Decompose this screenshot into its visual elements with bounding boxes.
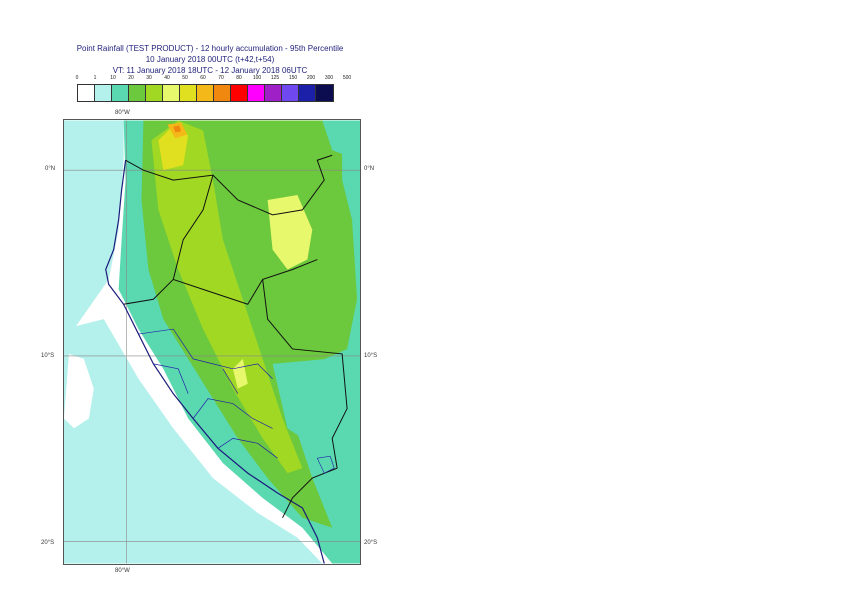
rain-yellow-andes-1 [158, 125, 189, 171]
legend-label: 200 [306, 75, 316, 81]
legend-swatch [146, 85, 163, 101]
regional-borders [138, 328, 278, 459]
lon-label-top: 80°W [115, 110, 130, 116]
legend-swatch [180, 85, 197, 101]
lat-label-left: 20°S [41, 540, 55, 546]
legend-label: 50 [182, 75, 188, 81]
national-borders [123, 154, 348, 519]
legend-label: 0 [75, 75, 79, 81]
legend-label: 40 [164, 75, 170, 81]
legend-label: 10 [110, 75, 116, 81]
lat-label-left: 10°S [41, 353, 55, 359]
legend-label: 30 [146, 75, 152, 81]
legend-colorbar [77, 84, 334, 102]
coastline [105, 160, 325, 564]
lat-label-right: 0°N [364, 166, 375, 172]
ocean-clear-patch [64, 353, 94, 429]
legend-label: 60 [200, 75, 206, 81]
legend-label: 150 [288, 75, 298, 81]
legend-label: 300 [324, 75, 334, 81]
legend-swatch [265, 85, 282, 101]
lat-label-right: 10°S [364, 353, 378, 359]
legend-swatch [197, 85, 214, 101]
legend-labels: 0 1 10 20 30 40 50 60 70 80 100 125 150 … [70, 75, 360, 83]
legend-label: 70 [218, 75, 224, 81]
lake-titicaca [316, 455, 335, 474]
title-line-1: Point Rainfall (TEST PRODUCT) - 12 hourl… [76, 44, 344, 53]
legend-swatch [95, 85, 112, 101]
rain-cyan-east [322, 120, 360, 161]
legend-swatch [316, 85, 333, 101]
legend-label: 80 [236, 75, 242, 81]
legend-swatch [112, 85, 129, 101]
legend-swatch [248, 85, 265, 101]
legend-label: 100 [252, 75, 262, 81]
legend-swatch [214, 85, 231, 101]
legend-swatch [231, 85, 248, 101]
rain-cyan-southeast [272, 358, 338, 449]
legend-swatch [282, 85, 299, 101]
title-line-2: 10 January 2018 00UTC (t+42,t+54) [145, 55, 275, 64]
legend-swatch [129, 85, 146, 101]
legend-swatch [163, 85, 180, 101]
title-line-3: VT: 11 January 2018 18UTC - 12 January 2… [112, 66, 308, 75]
legend-swatch [78, 85, 95, 101]
rainfall-map [63, 119, 361, 565]
legend-swatch [299, 85, 316, 101]
legend-label: 1 [93, 75, 97, 81]
legend-label: 125 [270, 75, 280, 81]
lat-label-right: 20°S [364, 540, 378, 546]
rain-red-peak [173, 125, 182, 133]
lat-label-left: 0°N [45, 166, 56, 172]
legend-label: 20 [128, 75, 134, 81]
offshore-light-rain-south [64, 319, 323, 564]
offshore-light-rain [64, 120, 124, 335]
legend-label: 500 [342, 75, 352, 81]
lon-label-bottom: 80°W [115, 568, 130, 574]
